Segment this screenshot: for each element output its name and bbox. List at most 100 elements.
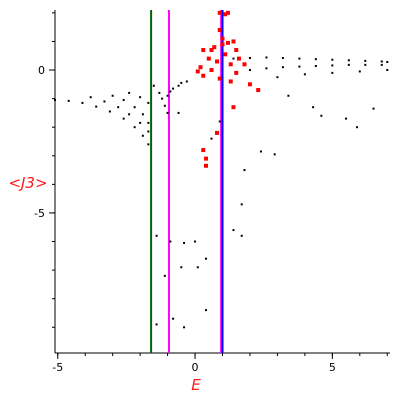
black-data-point xyxy=(122,117,125,120)
black-data-point xyxy=(380,60,383,63)
x-ticks: -5 0 5 xyxy=(52,353,388,374)
black-data-point xyxy=(372,107,375,110)
red-data-point xyxy=(201,73,206,78)
x-axis-title: E xyxy=(191,376,201,394)
black-data-point xyxy=(180,266,183,269)
black-data-point xyxy=(303,73,306,76)
black-data-point xyxy=(183,326,186,329)
black-data-point xyxy=(386,69,389,72)
red-data-point xyxy=(225,40,230,45)
red-data-point xyxy=(256,88,261,93)
x-tick-label: 0 xyxy=(192,361,199,374)
red-data-point xyxy=(217,76,222,81)
black-data-point xyxy=(133,126,136,129)
black-data-point xyxy=(128,91,131,94)
black-data-point xyxy=(108,110,111,113)
red-data-point xyxy=(234,48,239,53)
black-data-point xyxy=(166,111,169,114)
black-data-point xyxy=(347,63,350,66)
red-data-point xyxy=(201,48,206,53)
red-data-point xyxy=(223,12,228,17)
black-data-point xyxy=(196,266,199,269)
black-data-point xyxy=(265,67,268,70)
black-data-point xyxy=(163,274,166,277)
red-data-point xyxy=(228,79,233,84)
x-tick-label: 5 xyxy=(329,361,336,374)
red-data-point xyxy=(220,42,225,47)
red-data-point xyxy=(212,45,217,50)
black-data-point xyxy=(117,106,120,109)
red-data-point xyxy=(195,69,200,74)
black-data-point xyxy=(331,58,334,61)
black-data-point xyxy=(147,143,150,146)
data-points xyxy=(54,10,389,329)
black-data-point xyxy=(147,121,150,124)
black-data-point xyxy=(364,59,367,62)
black-data-point xyxy=(243,169,246,172)
black-data-point xyxy=(147,130,150,133)
black-data-point xyxy=(139,96,142,99)
black-data-point xyxy=(287,94,290,97)
black-data-point xyxy=(386,61,389,64)
black-data-point xyxy=(312,106,315,109)
black-data-point xyxy=(347,59,350,62)
red-data-point xyxy=(204,156,209,161)
black-data-point xyxy=(331,64,334,67)
black-data-point xyxy=(273,153,276,156)
black-data-point xyxy=(155,323,158,326)
y-tick-label: 0 xyxy=(38,64,45,77)
red-data-point xyxy=(234,70,239,75)
black-data-point xyxy=(172,317,175,320)
black-data-point xyxy=(331,71,334,74)
red-data-point xyxy=(217,28,222,33)
y-axis-title: <J3> xyxy=(8,174,47,192)
black-data-point xyxy=(161,97,164,100)
red-data-point xyxy=(206,56,211,61)
red-data-point xyxy=(217,10,222,15)
black-data-point xyxy=(298,57,301,60)
y-tick-label: -5 xyxy=(34,207,45,220)
black-data-point xyxy=(122,99,125,102)
black-data-point xyxy=(320,114,323,117)
vertical-lines xyxy=(150,10,224,353)
black-data-point xyxy=(345,117,348,120)
black-data-point xyxy=(155,234,158,237)
black-data-point xyxy=(364,63,367,66)
black-data-point xyxy=(240,203,243,206)
black-data-point xyxy=(185,80,188,83)
red-data-point xyxy=(242,62,247,67)
y-ticks: 0 -5 xyxy=(34,12,55,328)
black-data-point xyxy=(95,105,98,108)
black-data-point xyxy=(169,90,172,93)
black-data-point xyxy=(276,76,279,79)
red-data-point xyxy=(209,48,214,53)
black-data-point xyxy=(177,84,180,87)
red-data-point xyxy=(231,105,236,110)
black-data-point xyxy=(380,63,383,66)
black-data-point xyxy=(218,120,221,123)
red-data-point xyxy=(231,39,236,44)
black-data-point xyxy=(259,150,262,153)
red-data-point xyxy=(204,163,209,168)
black-data-point xyxy=(111,94,114,97)
black-data-point xyxy=(265,56,268,59)
black-data-point xyxy=(166,94,169,97)
x-tick-label: -5 xyxy=(52,361,63,374)
red-data-point xyxy=(201,148,206,153)
black-data-point xyxy=(169,240,172,243)
red-data-point xyxy=(198,65,203,70)
black-data-point xyxy=(81,101,84,104)
black-data-point xyxy=(67,99,70,102)
red-data-point xyxy=(225,10,230,15)
black-data-point xyxy=(128,113,131,116)
black-data-point xyxy=(248,69,251,72)
black-data-point xyxy=(141,113,144,116)
red-data-point xyxy=(215,130,220,135)
red-data-point xyxy=(247,82,252,87)
black-data-point xyxy=(172,87,175,90)
black-data-point xyxy=(194,240,197,243)
black-data-point xyxy=(139,121,142,124)
black-data-point xyxy=(356,126,359,129)
black-data-point xyxy=(232,57,235,60)
